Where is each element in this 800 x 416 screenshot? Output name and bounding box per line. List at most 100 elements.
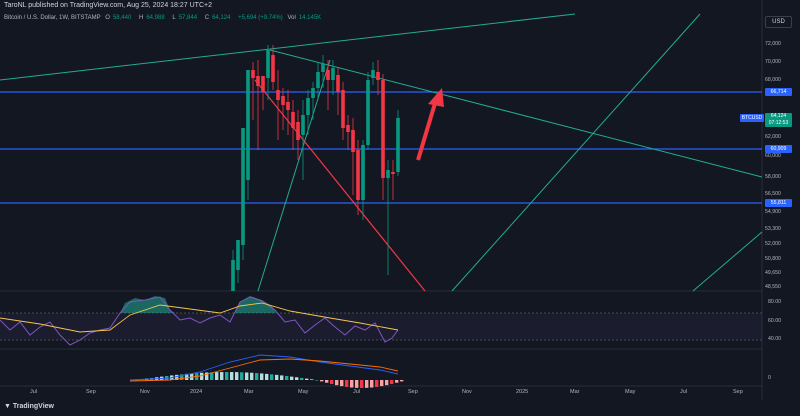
- trendline-fan-1: [451, 13, 701, 292]
- last-price-label: 64,124 07:12:53: [765, 113, 792, 127]
- candle-body: [366, 80, 370, 145]
- macd-bar: [180, 374, 184, 380]
- macd-bar: [400, 380, 404, 382]
- currency-button[interactable]: USD: [765, 16, 792, 28]
- price-tick: 52,000: [765, 241, 781, 247]
- candle-body: [396, 118, 400, 172]
- macd-bar: [340, 380, 344, 387]
- macd-tick: 0: [768, 375, 771, 381]
- price-tick: 48,550: [765, 284, 781, 290]
- candle-body: [361, 145, 365, 200]
- change-value: +5,694 (+9.74%): [238, 15, 283, 21]
- price-tick: 58,000: [765, 174, 781, 180]
- publisher-line: TaroNL published on TradingView.com, Aug…: [4, 2, 212, 9]
- macd-bar: [260, 373, 264, 380]
- candle-body: [386, 170, 390, 178]
- time-tick: 2025: [516, 389, 529, 395]
- macd-bar: [215, 372, 219, 380]
- candle-body: [301, 115, 305, 135]
- level-label-middle: 60,909: [765, 145, 792, 153]
- macd-bar: [380, 380, 384, 387]
- candle-body: [331, 68, 335, 80]
- time-tick: Sep: [86, 389, 96, 395]
- macd-bar: [375, 380, 379, 387]
- support-line-red: [254, 79, 426, 292]
- macd-bar: [350, 380, 354, 388]
- bar-countdown: 07:12:53: [768, 120, 789, 126]
- time-tick: Mar: [570, 389, 580, 395]
- macd-bar: [235, 372, 239, 380]
- price-tick: 50,800: [765, 256, 781, 262]
- macd-histogram: [135, 372, 404, 388]
- trendline-fan-2: [692, 231, 763, 292]
- macd-bar: [300, 377, 304, 380]
- arrow-annotation: [416, 88, 444, 161]
- macd-bar: [345, 380, 349, 387]
- candle-body: [286, 102, 290, 110]
- candle-body: [316, 72, 320, 88]
- rsi-overbought-fill-2: [235, 296, 276, 313]
- trendline-fan-steep: [257, 59, 331, 292]
- rsi-tick: 40.00: [768, 336, 781, 342]
- macd-bar: [355, 380, 359, 388]
- price-tick: 72,000: [765, 41, 781, 47]
- time-tick: Jul: [680, 389, 688, 395]
- macd-bar: [330, 380, 334, 384]
- candle-body: [236, 240, 240, 270]
- candle-body: [261, 76, 265, 92]
- candle-body: [271, 55, 275, 82]
- candle-body: [266, 50, 270, 78]
- macd-bar: [385, 380, 389, 386]
- macd-bar: [310, 379, 314, 380]
- candle-body: [326, 70, 330, 80]
- macd-bar: [320, 380, 324, 382]
- candle-body: [356, 150, 360, 200]
- price-tick: 53,300: [765, 226, 781, 232]
- macd-bar: [395, 380, 399, 383]
- macd-bar: [255, 373, 259, 380]
- macd-bar: [285, 376, 289, 380]
- time-tick: Nov: [462, 389, 472, 395]
- time-tick: May: [298, 389, 309, 395]
- macd-bar: [305, 378, 309, 380]
- price-tick: 60,000: [765, 153, 781, 159]
- macd-bar: [200, 372, 204, 380]
- macd-bar: [365, 380, 369, 388]
- macd-bar: [240, 372, 244, 380]
- price-tick: 70,000: [765, 59, 781, 65]
- price-tick: 49,650: [765, 270, 781, 276]
- candle-body: [346, 125, 350, 132]
- macd-bar: [205, 372, 209, 380]
- candle-body: [381, 80, 385, 178]
- level-label-upper: 66,714: [765, 88, 792, 96]
- symbol-title[interactable]: Bitcoin / U.S. Dollar, 1W, BITSTAMP: [4, 15, 101, 21]
- price-tick: 56,500: [765, 191, 781, 197]
- macd-bar: [230, 372, 234, 380]
- candle-body: [296, 122, 300, 140]
- symbol-tag: BTCUSD: [740, 114, 764, 122]
- trendline-descending: [269, 49, 763, 178]
- candle-body: [241, 128, 245, 245]
- macd-bar: [335, 380, 339, 386]
- candle-body: [256, 76, 260, 86]
- low-value: 57,844: [178, 15, 198, 21]
- macd-bar: [210, 372, 214, 380]
- symbol-info: Bitcoin / U.S. Dollar, 1W, BITSTAMP O 58,…: [4, 15, 322, 21]
- rsi-line: [0, 296, 399, 346]
- candle-body: [391, 172, 395, 174]
- macd-bar: [295, 377, 299, 380]
- candle-body: [376, 72, 380, 80]
- candle-body: [251, 70, 255, 78]
- time-tick: Jul: [30, 389, 38, 395]
- time-tick: May: [625, 389, 636, 395]
- macd-line: [129, 354, 399, 381]
- last-price-value: 64,124: [770, 113, 787, 119]
- time-tick: Jul: [353, 389, 361, 395]
- rsi-tick: 80.00: [768, 299, 781, 305]
- macd-bar: [370, 380, 374, 388]
- macd-bar: [185, 373, 189, 380]
- candlestick-series: [231, 45, 400, 291]
- level-label-lower: 55,811: [765, 199, 792, 207]
- volume-value: 14.145K: [298, 15, 322, 21]
